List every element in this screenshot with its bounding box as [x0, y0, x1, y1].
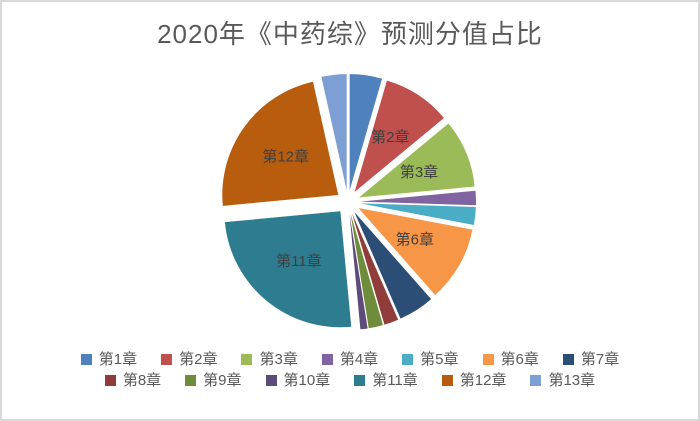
pie-slice-第12章: [222, 81, 339, 206]
pie-slice-第11章: [224, 211, 352, 328]
legend-marker-icon: [321, 354, 333, 365]
legend-item-第4章: 第4章: [321, 351, 379, 368]
legend-label: 第3章: [259, 351, 298, 368]
legend-marker-icon: [482, 354, 494, 365]
legend-item-第5章: 第5章: [402, 351, 459, 368]
legend-row-2: 第8章 第9章 第10章 第11章 第12章 第13章: [2, 373, 698, 388]
slice-label-第11章: 第11章: [276, 252, 322, 270]
legend-item-第7章: 第7章: [562, 351, 620, 368]
pie-slice-第5章: [359, 203, 476, 226]
legend-marker-icon: [185, 375, 197, 386]
pie-slice-第8章: [352, 213, 399, 325]
legend-marker-icon: [265, 375, 277, 386]
legend-marker-icon: [354, 375, 366, 386]
legend-label: 第12章: [459, 372, 507, 389]
legend-label: 第5章: [420, 351, 459, 368]
legend-label: 第8章: [122, 372, 162, 389]
legend-marker-icon: [402, 354, 414, 365]
legend-label: 第7章: [580, 351, 620, 368]
chart-title: 2020年《中药综》预测分值占比: [157, 19, 543, 49]
legend-marker-icon: [562, 354, 574, 365]
legend: 第1章 第2章 第3章 第4章 第5章 第6章 第7章 第8章 第9章 第10章 第11章 第12章…: [2, 352, 698, 388]
legend-label: 第2章: [179, 351, 218, 368]
legend-marker-icon: [104, 375, 116, 386]
legend-item-第3章: 第3章: [241, 351, 298, 368]
legend-item-第1章: 第1章: [80, 351, 138, 368]
slice-label-第2章: 第2章: [371, 128, 409, 146]
legend-marker-icon: [241, 354, 253, 365]
pie-slice-第1章: [349, 74, 383, 191]
legend-label: 第9章: [203, 372, 242, 389]
legend-marker-icon: [161, 354, 173, 365]
legend-marker-icon: [441, 375, 453, 386]
legend-item-第12章: 第12章: [441, 372, 507, 389]
pie-slice-第7章: [354, 212, 432, 319]
legend-marker-icon: [80, 354, 92, 365]
pie-slice-第3章: [359, 123, 475, 198]
legend-item-第9章: 第9章: [185, 372, 242, 389]
legend-label: 第1章: [98, 351, 138, 368]
legend-item-第13章: 第13章: [530, 373, 595, 388]
legend-label: 第6章: [500, 351, 539, 368]
legend-row-1: 第1章 第2章 第3章 第4章 第5章 第6章 第7章: [2, 352, 698, 367]
legend-item-第11章: 第11章: [354, 373, 418, 388]
legend-label: 第13章: [548, 372, 596, 389]
slice-label-第12章: 第12章: [262, 147, 309, 165]
legend-marker-icon: [530, 375, 542, 386]
pie-slice-第10章: [349, 213, 368, 330]
legend-item-第6章: 第6章: [482, 351, 539, 368]
pie-slice-第13章: [321, 74, 347, 191]
pie-slice-第4章: [359, 190, 476, 206]
legend-label: 第10章: [283, 372, 331, 389]
legend-item-第8章: 第8章: [104, 372, 162, 389]
pie-slice-第2章: [354, 80, 444, 192]
legend-label: 第4章: [339, 351, 379, 368]
legend-label: 第11章: [372, 372, 418, 389]
slice-label-第6章: 第6章: [396, 231, 434, 249]
legend-item-第2章: 第2章: [161, 352, 217, 367]
pie-slice-第6章: [358, 207, 473, 295]
pie-slice-第9章: [350, 213, 383, 329]
slice-label-第3章: 第3章: [400, 163, 438, 181]
legend-item-第10章: 第10章: [265, 372, 331, 389]
